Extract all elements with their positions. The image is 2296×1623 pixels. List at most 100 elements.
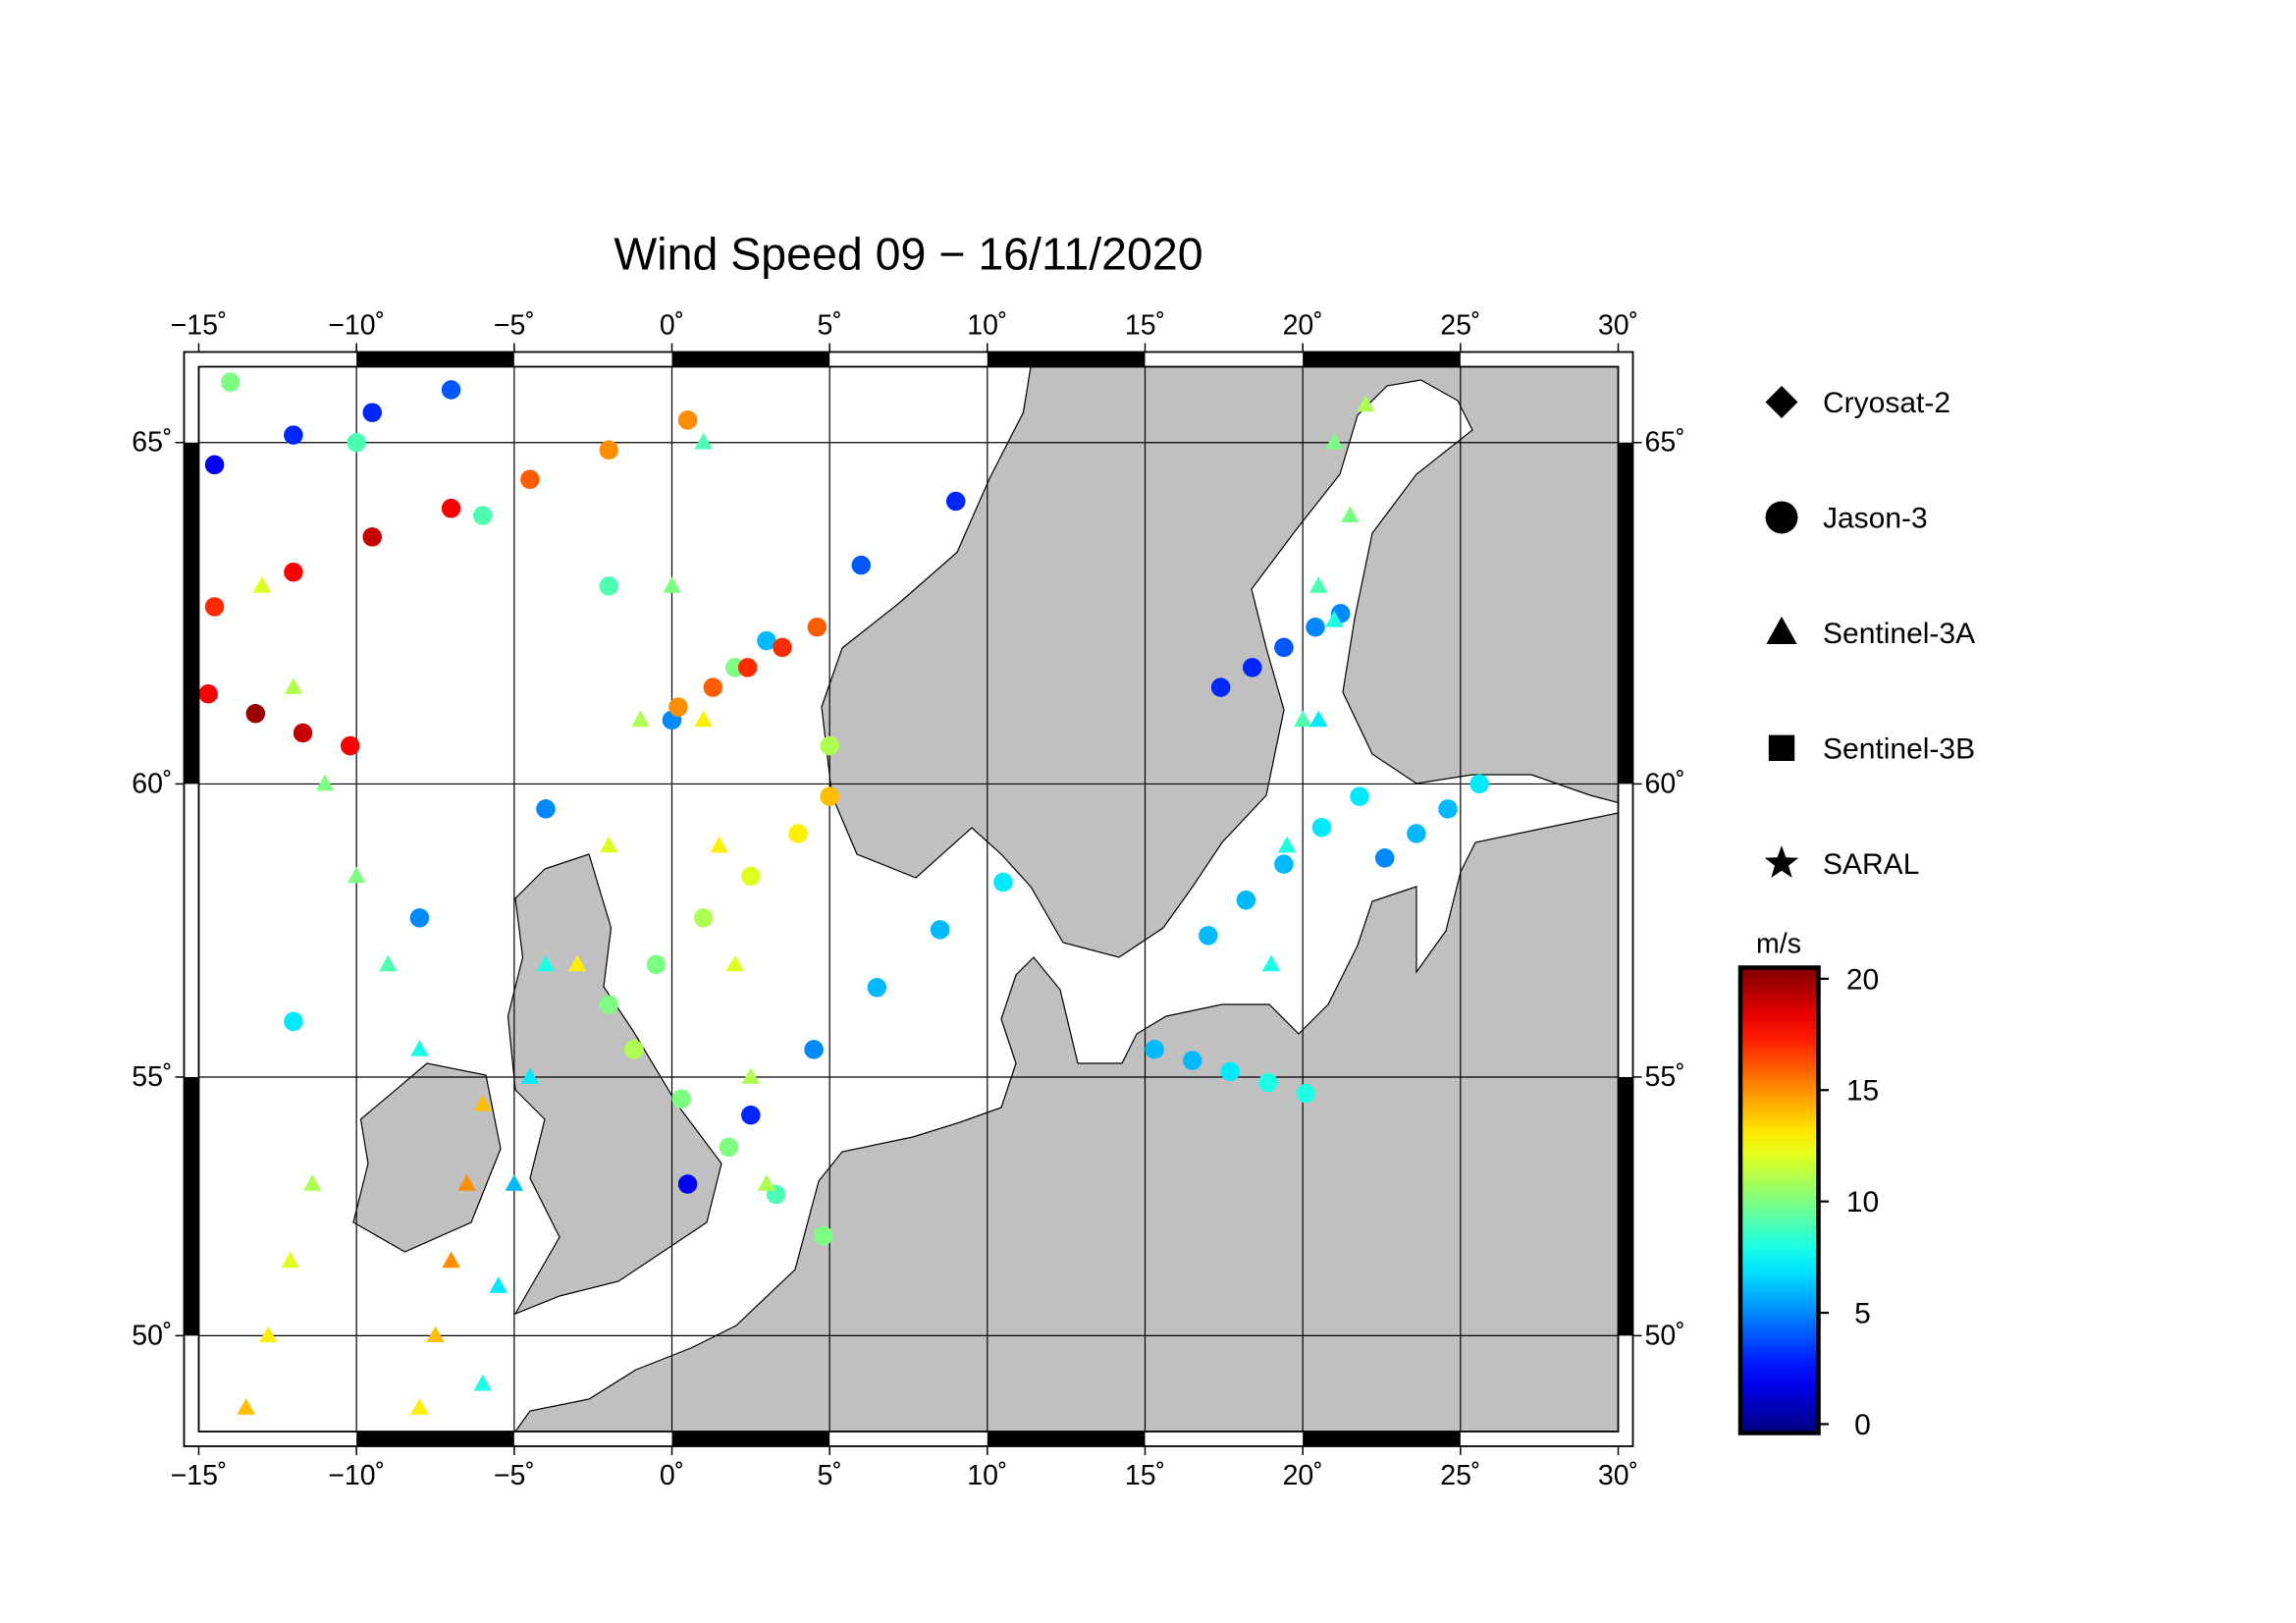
- track-point: [694, 710, 713, 728]
- colorbar-tick-label: 15: [1846, 1075, 1879, 1108]
- track-point: [520, 469, 540, 490]
- track-point: [820, 786, 839, 806]
- track-point: [536, 954, 556, 972]
- track-point: [293, 723, 313, 743]
- track-point: [599, 440, 618, 460]
- track-point: [1438, 799, 1458, 819]
- track-point: [281, 1251, 299, 1269]
- y-tick-label-right: 65˚: [1645, 427, 1685, 459]
- track-point: [1236, 891, 1256, 910]
- track-point: [505, 1174, 524, 1191]
- legend-marker: [1766, 616, 1797, 644]
- track-point: [284, 677, 303, 694]
- track-point: [1357, 395, 1375, 412]
- track-point: [220, 372, 240, 392]
- track-point: [694, 432, 713, 450]
- track-point: [252, 576, 272, 593]
- track-point: [1277, 836, 1297, 853]
- track-point: [671, 1089, 691, 1109]
- track-point: [599, 576, 618, 596]
- track-points: [198, 372, 1489, 1415]
- track-point: [1311, 818, 1332, 838]
- track-point: [258, 1325, 278, 1343]
- colorbar-tick-label: 5: [1854, 1298, 1871, 1330]
- track-point: [245, 704, 266, 724]
- track-point: [520, 1067, 540, 1084]
- track-point: [599, 836, 618, 853]
- legend-marker: [1765, 501, 1798, 534]
- track-point: [725, 954, 745, 972]
- x-tick-label-bottom: 20˚: [1283, 1460, 1323, 1491]
- land: [352, 366, 1619, 1432]
- frame-bar: [356, 352, 514, 367]
- track-point: [668, 697, 688, 717]
- track-point: [204, 597, 225, 617]
- legend-marker: [1765, 386, 1798, 418]
- track-point: [1308, 710, 1328, 728]
- track-point: [741, 1067, 761, 1084]
- x-tick-label-top: 10˚: [967, 310, 1007, 342]
- track-point: [347, 432, 366, 453]
- track-point: [1293, 710, 1312, 728]
- track-point: [489, 1276, 508, 1293]
- track-point: [426, 1325, 445, 1343]
- track-point: [1220, 1061, 1241, 1082]
- track-point: [624, 1040, 644, 1059]
- graticule: [198, 366, 1619, 1432]
- track-point: [1374, 848, 1395, 868]
- track-point: [741, 1105, 761, 1125]
- track-point: [599, 995, 618, 1014]
- track-point: [536, 799, 556, 819]
- track-point: [773, 637, 792, 658]
- track-point: [1182, 1051, 1202, 1070]
- track-point: [473, 1094, 492, 1111]
- legend-label: Sentinel-3B: [1823, 732, 1975, 765]
- colorbar-tick-label: 20: [1846, 963, 1879, 996]
- track-point: [284, 562, 303, 582]
- y-tick-label-left: 60˚: [132, 768, 172, 799]
- frame-bar: [184, 1076, 199, 1336]
- track-point: [410, 1040, 429, 1056]
- track-point: [1258, 1072, 1278, 1093]
- track-point: [867, 978, 887, 998]
- track-point: [472, 506, 493, 525]
- y-tick-label-right: 55˚: [1645, 1061, 1685, 1093]
- frame-bar: [184, 442, 199, 784]
- track-point: [757, 1174, 776, 1191]
- track-point: [284, 425, 303, 445]
- x-tick-label-top: −5˚: [494, 310, 535, 342]
- x-tick-label-bottom: −5˚: [494, 1460, 535, 1491]
- track-point: [693, 908, 714, 928]
- frame-bar: [1303, 352, 1461, 367]
- track-point: [663, 576, 681, 593]
- frame-bar: [356, 1432, 514, 1446]
- track-point: [813, 1225, 833, 1246]
- track-point: [1199, 926, 1218, 946]
- frame-bar: [1303, 1432, 1461, 1446]
- track-point: [820, 735, 839, 756]
- track-point: [1274, 637, 1294, 658]
- frame-outer: [183, 351, 1634, 1447]
- colorbar-tick-label: 0: [1854, 1409, 1871, 1441]
- track-point: [741, 866, 761, 887]
- y-tick-label-left: 65˚: [132, 427, 172, 459]
- legend-label: Jason-3: [1823, 502, 1928, 534]
- track-point: [441, 380, 461, 400]
- track-point: [1145, 1040, 1164, 1059]
- y-tick-label-left: 50˚: [132, 1320, 172, 1351]
- frame-bar: [671, 352, 830, 367]
- track-point: [945, 491, 966, 512]
- x-tick-label-top: −15˚: [171, 310, 228, 342]
- legend-label: SARAL: [1823, 848, 1919, 881]
- x-tick-label-top: 0˚: [660, 310, 684, 342]
- track-point: [198, 684, 218, 704]
- track-point: [1261, 954, 1281, 972]
- x-tick-label-bottom: 5˚: [817, 1460, 841, 1491]
- frame-inner: [197, 365, 1620, 1433]
- x-tick-label-top: 30˚: [1598, 310, 1638, 342]
- continent: [514, 812, 1619, 1432]
- track-point: [677, 410, 698, 430]
- track-point: [409, 908, 430, 928]
- x-tick-label-bottom: 15˚: [1125, 1460, 1165, 1491]
